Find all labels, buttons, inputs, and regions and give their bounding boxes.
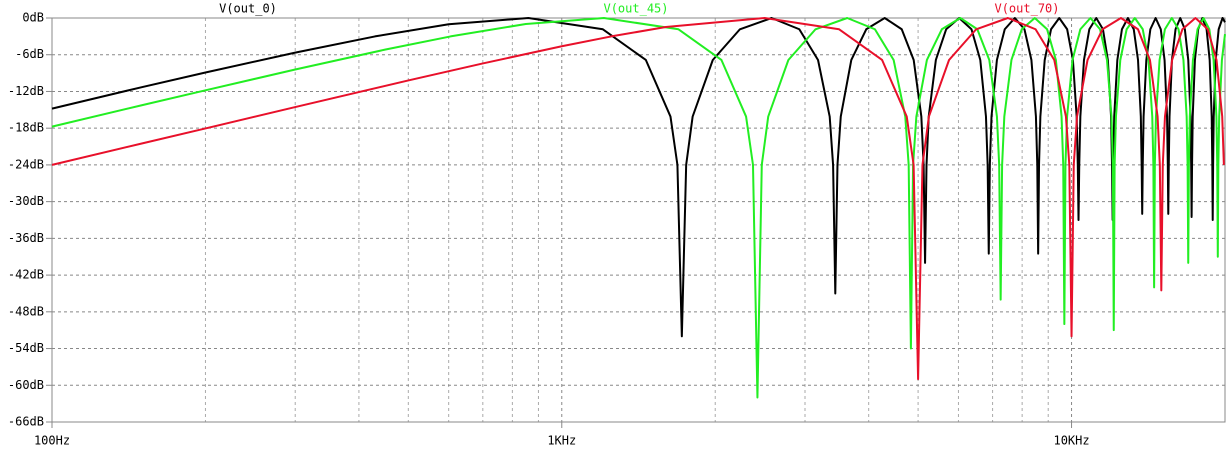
y-tick-label: -18dB — [8, 121, 44, 135]
x-tick-label: 10KHz — [1053, 434, 1089, 448]
y-tick-label: 0dB — [22, 11, 44, 25]
x-tick-label: 100Hz — [34, 434, 70, 448]
y-tick-label: -36dB — [8, 231, 44, 245]
y-tick-label: -54dB — [8, 341, 44, 355]
x-tick-label: 1KHz — [547, 434, 576, 448]
plot-frame — [51, 17, 1226, 423]
y-tick-label: -60dB — [8, 378, 44, 392]
series-line — [51, 17, 1226, 399]
legend-entry: V(out_70) — [994, 2, 1059, 16]
legend-entry: V(out_45) — [603, 2, 668, 16]
y-tick-label: -6dB — [15, 47, 44, 61]
series-line — [51, 17, 1225, 381]
legend-entry: V(out_0) — [219, 2, 277, 16]
y-tick-label: -12dB — [8, 84, 44, 98]
y-tick-label: -24dB — [8, 157, 44, 171]
y-tick-label: -30dB — [8, 194, 44, 208]
y-tick-label: -66dB — [8, 415, 44, 429]
y-tick-label: -42dB — [8, 268, 44, 282]
y-tick-label: -48dB — [8, 304, 44, 318]
series-line — [51, 17, 1226, 338]
